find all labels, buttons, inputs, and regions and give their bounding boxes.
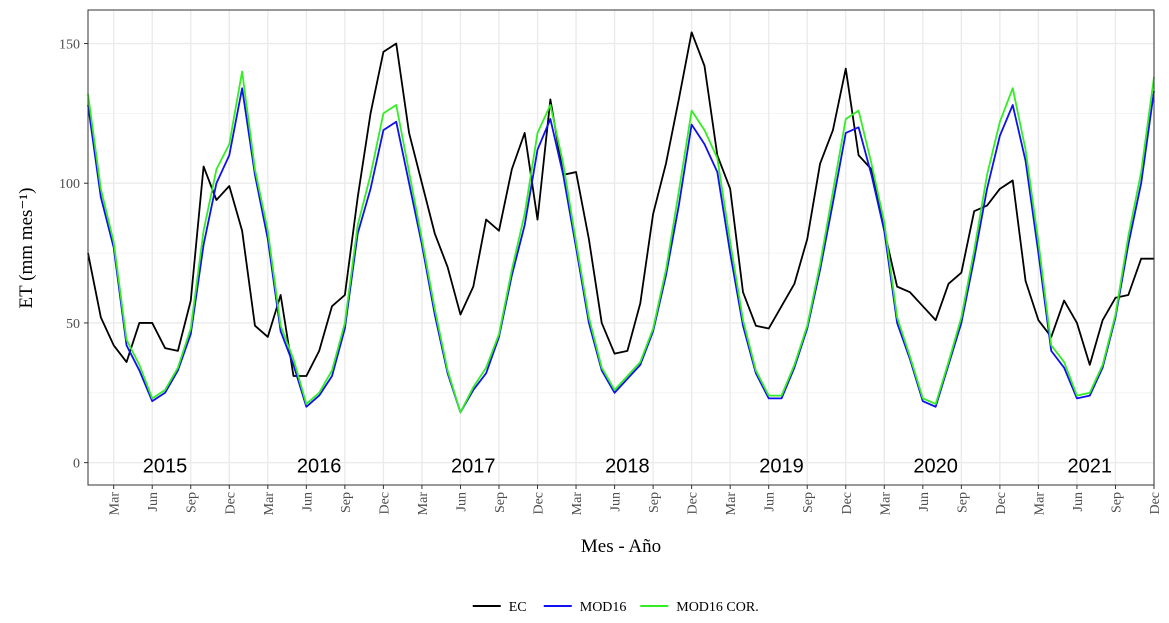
x-tick-label: Mar xyxy=(416,492,431,516)
x-tick-label: Sep xyxy=(1109,492,1124,513)
x-tick-label: Mar xyxy=(108,492,123,516)
y-tick-label: 150 xyxy=(59,38,80,53)
y-tick-label: 0 xyxy=(73,457,80,472)
x-tick-label: Jun xyxy=(454,492,469,511)
x-tick-label: Sep xyxy=(493,492,508,513)
x-tick-label: Mar xyxy=(878,492,893,516)
x-tick-label: Jun xyxy=(917,492,932,511)
x-tick-label: Dec xyxy=(377,492,392,515)
year-label: 2020 xyxy=(913,456,958,478)
year-label: 2018 xyxy=(605,456,650,478)
x-tick-label: Sep xyxy=(955,492,970,513)
x-tick-label: Sep xyxy=(801,492,816,513)
series-line xyxy=(87,31,1154,377)
x-tick-label: Mar xyxy=(262,492,277,516)
year-label: 2019 xyxy=(759,456,804,478)
series-line xyxy=(87,87,1155,414)
x-tick-label: Sep xyxy=(647,492,662,513)
x-tick-label: Jun xyxy=(763,492,778,511)
x-tick-label: Mar xyxy=(570,492,585,516)
x-tick-label: Jun xyxy=(1071,492,1086,511)
y-tick-label: 50 xyxy=(66,317,80,332)
legend-label: EC xyxy=(509,600,527,615)
x-axis-title: Mes - Año xyxy=(581,536,661,557)
y-tick-label: 100 xyxy=(59,177,80,192)
x-tick-label: Jun xyxy=(146,492,161,511)
legend-label: MOD16 xyxy=(580,600,627,615)
x-tick-label: Dec xyxy=(532,492,547,515)
x-tick-label: Jun xyxy=(300,492,315,511)
x-tick-label: Sep xyxy=(185,492,200,513)
series-line xyxy=(87,70,1155,414)
x-tick-label: Mar xyxy=(1032,492,1047,516)
year-label: 2021 xyxy=(1068,456,1113,478)
x-tick-label: Sep xyxy=(339,492,354,513)
panel-border xyxy=(87,9,1155,486)
x-tick-label: Dec xyxy=(994,492,1009,515)
legend-label: MOD16 COR. xyxy=(676,600,758,615)
y-axis-title: ET (mm mes⁻¹) xyxy=(16,188,37,309)
x-tick-label: Dec xyxy=(686,492,701,515)
x-tick-label: Jun xyxy=(609,492,624,511)
x-tick-label: Dec xyxy=(1148,492,1163,515)
x-tick-label: Dec xyxy=(840,492,855,515)
year-label: 2016 xyxy=(297,456,342,478)
x-tick-label: Mar xyxy=(724,492,739,516)
x-tick-label: Dec xyxy=(223,492,238,515)
year-label: 2017 xyxy=(451,456,496,478)
year-label: 2015 xyxy=(143,456,188,478)
